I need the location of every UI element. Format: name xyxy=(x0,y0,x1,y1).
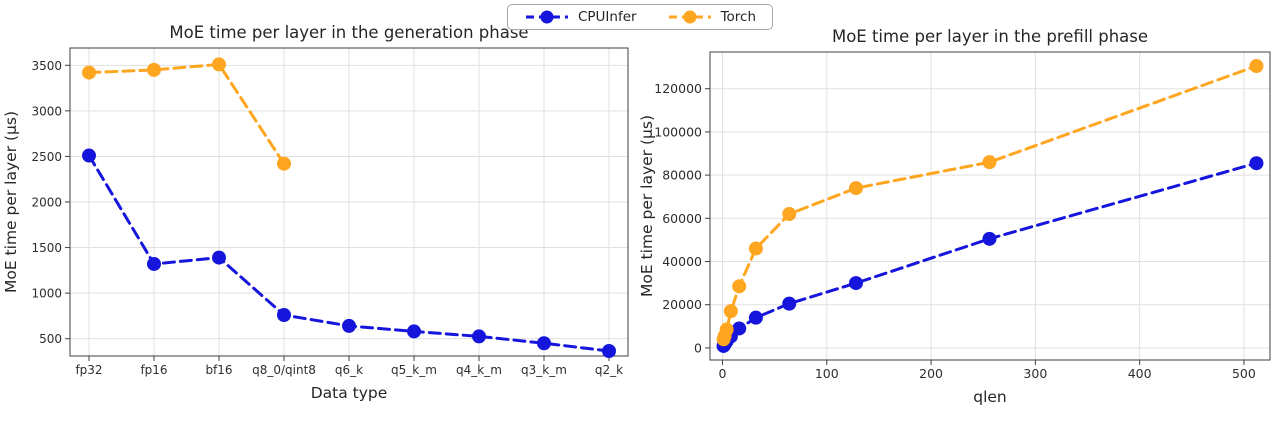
data-point-cpuinfer xyxy=(982,231,997,246)
chart-title: MoE time per layer in the generation pha… xyxy=(169,23,528,42)
legend-label: CPUInfer xyxy=(577,9,637,25)
data-point-torch xyxy=(1249,59,1264,74)
data-point-torch xyxy=(277,156,291,171)
data-point-cpuinfer xyxy=(407,324,421,339)
x-tick-label: q6_k xyxy=(335,363,363,377)
generation-chart-canvas: 500 1000 1500 2000 2500 3000 3500 fp32 fp16 bf16 q… xyxy=(2,23,629,402)
plot-border xyxy=(709,51,1271,361)
y-tick-label: 3500 xyxy=(31,59,62,73)
data-point-cpuinfer xyxy=(848,276,863,291)
data-point-torch xyxy=(982,155,997,170)
x-tick-label: 100 xyxy=(815,366,839,381)
y-tick-label: 2500 xyxy=(31,150,62,164)
data-point-cpuinfer xyxy=(277,307,291,322)
data-point-torch xyxy=(748,241,763,256)
data-point-torch xyxy=(782,206,797,221)
y-tick-label: 40000 xyxy=(662,254,702,269)
x-tick-label: q5_k_m xyxy=(391,363,437,377)
data-point-cpuinfer xyxy=(782,296,797,311)
data-point-torch xyxy=(82,65,96,80)
data-point-cpuinfer xyxy=(1249,156,1264,171)
legend-label: Torch xyxy=(720,9,757,25)
x-tick-label: 400 xyxy=(1128,366,1152,381)
data-point-cpuinfer xyxy=(472,329,486,344)
data-point-torch xyxy=(848,181,863,196)
prefill-chart-canvas: 0 20000 40000 60000 80000 100000 120000 0 100 200… xyxy=(638,27,1271,406)
x-axis-label: Data type xyxy=(311,384,388,402)
data-point-cpuinfer xyxy=(537,336,551,351)
series-line-torch xyxy=(87,62,286,166)
data-point-cpuinfer xyxy=(212,250,226,265)
data-point-cpuinfer xyxy=(147,256,161,271)
y-tick-label: 500 xyxy=(39,332,62,346)
legend-line-sample xyxy=(668,10,711,24)
x-tick-label: fp16 xyxy=(140,363,167,377)
data-point-torch xyxy=(723,304,738,319)
x-tick-label: q3_k_m xyxy=(521,363,567,377)
y-tick-label: 2000 xyxy=(31,196,62,210)
data-point-torch xyxy=(147,62,161,77)
data-point-cpuinfer xyxy=(82,148,96,163)
x-tick-label: q8_0/qint8 xyxy=(252,363,316,377)
series-line-cpuinfer xyxy=(722,161,1258,348)
x-axis-label: qlen xyxy=(973,388,1007,406)
y-tick-label: 60000 xyxy=(662,211,702,226)
x-tick-label: 0 xyxy=(719,366,727,381)
data-point-torch xyxy=(732,279,747,294)
y-tick-label: 120000 xyxy=(654,81,702,96)
x-tick-label: 200 xyxy=(919,366,943,381)
data-point-cpuinfer xyxy=(748,310,763,325)
x-tick-label: 500 xyxy=(1232,366,1256,381)
y-tick-label: 3000 xyxy=(31,104,62,118)
data-point-cpuinfer xyxy=(602,343,616,358)
legend-item: CPUInfer xyxy=(524,9,637,25)
chart-title: MoE time per layer in the prefill phase xyxy=(832,27,1148,46)
y-tick-label: 80000 xyxy=(662,168,702,183)
x-tick-label: bf16 xyxy=(205,363,232,377)
y-axis-label: MoE time per layer (μs) xyxy=(640,115,656,297)
y-tick-label: 20000 xyxy=(662,297,702,312)
x-tick-label: q4_k_m xyxy=(456,363,502,377)
x-tick-label: q2_k xyxy=(595,363,623,377)
y-tick-label: 1500 xyxy=(31,241,62,255)
x-tick-label: 300 xyxy=(1023,366,1047,381)
chart-generation-phase: 500 1000 1500 2000 2500 3000 3500 fp32 fp16 bf16 q… xyxy=(0,0,640,426)
data-point-cpuinfer xyxy=(732,321,747,336)
y-tick-label: 1000 xyxy=(31,287,62,301)
data-point-torch xyxy=(212,57,226,72)
y-tick-label: 100000 xyxy=(654,124,702,139)
legend: CPUInfer Torch xyxy=(506,4,774,30)
legend-item: Torch xyxy=(667,9,756,25)
legend-line-sample xyxy=(525,10,568,24)
y-tick-label: 0 xyxy=(694,340,702,355)
data-point-torch xyxy=(719,322,734,337)
data-point-cpuinfer xyxy=(342,318,356,333)
y-axis-label: MoE time per layer (μs) xyxy=(2,111,20,293)
chart-prefill-phase: 0 20000 40000 60000 80000 100000 120000 0 100 200… xyxy=(638,0,1280,426)
x-tick-label: fp32 xyxy=(75,363,102,377)
